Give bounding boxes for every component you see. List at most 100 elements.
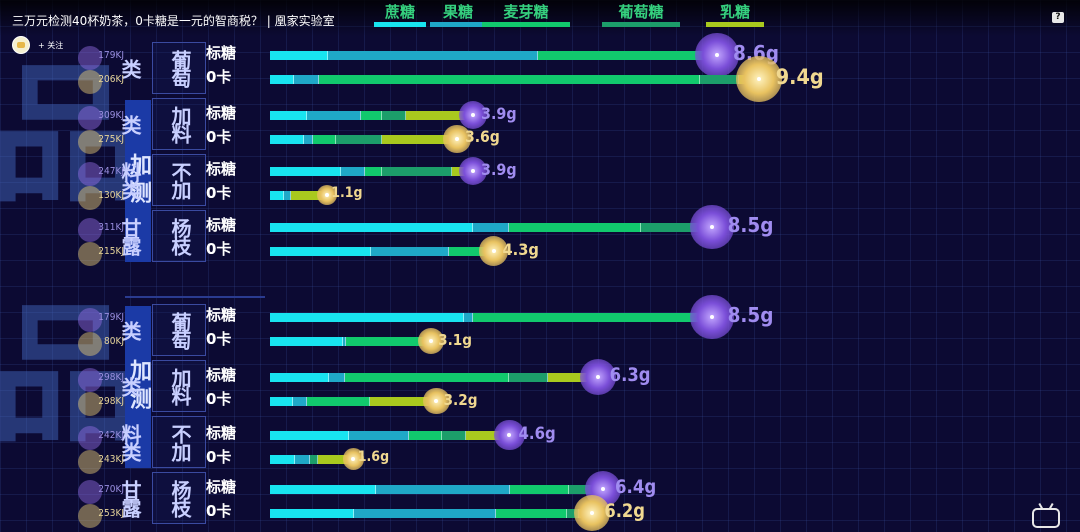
sugar-type-label: 标糖 [206,478,237,496]
value-bubble [478,236,509,266]
chart-row: 309KJ 标糖 3.9g [0,100,1080,130]
sugar-bar [270,51,718,60]
legend-swatch [430,22,486,27]
legend-item-sucrose: 蔗糖 [374,4,426,27]
bar-segment-glucose [309,455,319,464]
energy-label: 270KJ [98,484,124,495]
sugar-bar [270,313,712,322]
energy-label: 253KJ [98,508,124,519]
bar-segment-sucrose [270,191,285,200]
bar-segment-sucrose [270,313,465,322]
bar-segment-fructose [328,51,539,60]
bar-segment-maltose [313,135,336,144]
energy-label: 130KJ [98,190,124,201]
bar-segment-sucrose [270,247,371,256]
bar-segment-maltose [495,509,567,518]
chart-row: 206KJ 0卡 9.4g [0,56,1080,102]
bar-segment-maltose [538,51,709,60]
chart-row: 298KJ 0卡 3.2g [0,387,1080,416]
energy-bubble [78,218,102,242]
bubble-center [470,169,475,173]
energy-label: 298KJ [98,372,124,383]
sugar-type-label: 0卡 [206,184,232,202]
bar-segment-sucrose [270,223,474,232]
chart-row: 242KJ 标糖 4.6g [0,419,1080,451]
uploader-area: + 关注 [12,36,63,54]
video-title: 三万元检测40杯奶茶，0卡糖是一元的智商税？ | 凰家实验室 [12,14,335,28]
bar-segment-fructose [342,337,346,346]
chart-row: 253KJ 0卡 6.2g [0,495,1080,531]
bubble-center [595,375,600,379]
video-title-bar [0,0,1080,36]
bar-segment-glucose [335,135,383,144]
bar-segment-fructose [303,135,314,144]
chart-row: 247KJ 标糖 3.9g [0,156,1080,186]
bar-segment-sucrose [270,485,377,494]
bubble-center [351,456,356,461]
sugar-type-label: 标糖 [206,366,237,384]
energy-bubble [78,130,102,154]
bar-segment-glucose [381,167,453,176]
bubble-center [325,193,330,197]
legend-label: 葡萄糖 [618,3,664,21]
energy-label: 275KJ [98,134,124,145]
sugar-value-label: 8.5g [727,303,774,328]
sugar-value-label: 6.3g [609,364,651,386]
bar-segment-sucrose [270,167,341,176]
value-bubble [418,328,445,354]
bubble-center [600,487,605,491]
energy-label: 215KJ [98,246,124,257]
bar-segment-glucose [381,111,406,120]
sugar-type-label: 标糖 [206,104,237,122]
bar-segment-glucose [700,75,740,84]
legend-swatch [482,22,570,27]
bubble-center [590,511,595,515]
bar-segment-fructose [353,509,496,518]
bubble-center [470,113,475,117]
energy-label: 242KJ [98,430,124,441]
sugar-bar [270,247,494,256]
bubble-center [756,77,761,81]
value-bubble [342,448,364,470]
sugar-bar [270,111,473,120]
energy-bubble [78,368,102,392]
energy-bubble [78,70,102,94]
legend-swatch [602,22,680,27]
bubble-center [709,225,714,229]
sugar-type-label: 标糖 [206,216,237,234]
sugar-type-label: 0卡 [206,330,232,348]
legend-item-fructose: 果糖 [430,4,486,27]
follow-button[interactable]: + 关注 [38,40,64,50]
sugar-type-label: 0卡 [206,390,232,408]
bar-segment-fructose [294,455,310,464]
sugar-value-label: 3.1g [438,330,472,349]
sugar-value-label: 1.1g [331,185,363,202]
value-bubble [695,33,739,77]
chart-row: 80KJ 0卡 3.1g [0,328,1080,356]
category-label: 不加料类 [118,416,206,468]
category-label: 杨枝甘露 [118,210,206,262]
bar-segment-maltose [365,167,382,176]
sugar-bar [270,373,598,382]
bar-segment-fructose [473,223,509,232]
chart-row: 243KJ 0卡 1.6g [0,448,1080,474]
avatar[interactable] [12,36,30,54]
sugar-type-label: 0卡 [206,128,232,146]
tv-icon[interactable] [1032,508,1060,528]
bar-segment-sucrose [270,431,349,440]
legend-label: 蔗糖 [384,3,415,21]
chart-row: 179KJ 标糖 8.6g [0,33,1080,77]
category-label: 杨枝甘露 [118,472,206,524]
background-deco-char: 品 [0,287,141,463]
energy-label: 206KJ [98,74,124,85]
help-icon[interactable]: ? [1052,12,1064,23]
bar-segment-glucose [509,373,549,382]
sugar-bar [270,397,437,406]
sugar-value-label: 6.4g [615,476,657,498]
bar-segment-sucrose [270,337,343,346]
energy-bubble [78,46,102,70]
sugar-type-label: 0卡 [206,68,232,86]
bar-segment-fructose [370,247,449,256]
bar-segment-fructose [376,485,510,494]
energy-bubble [78,308,102,332]
